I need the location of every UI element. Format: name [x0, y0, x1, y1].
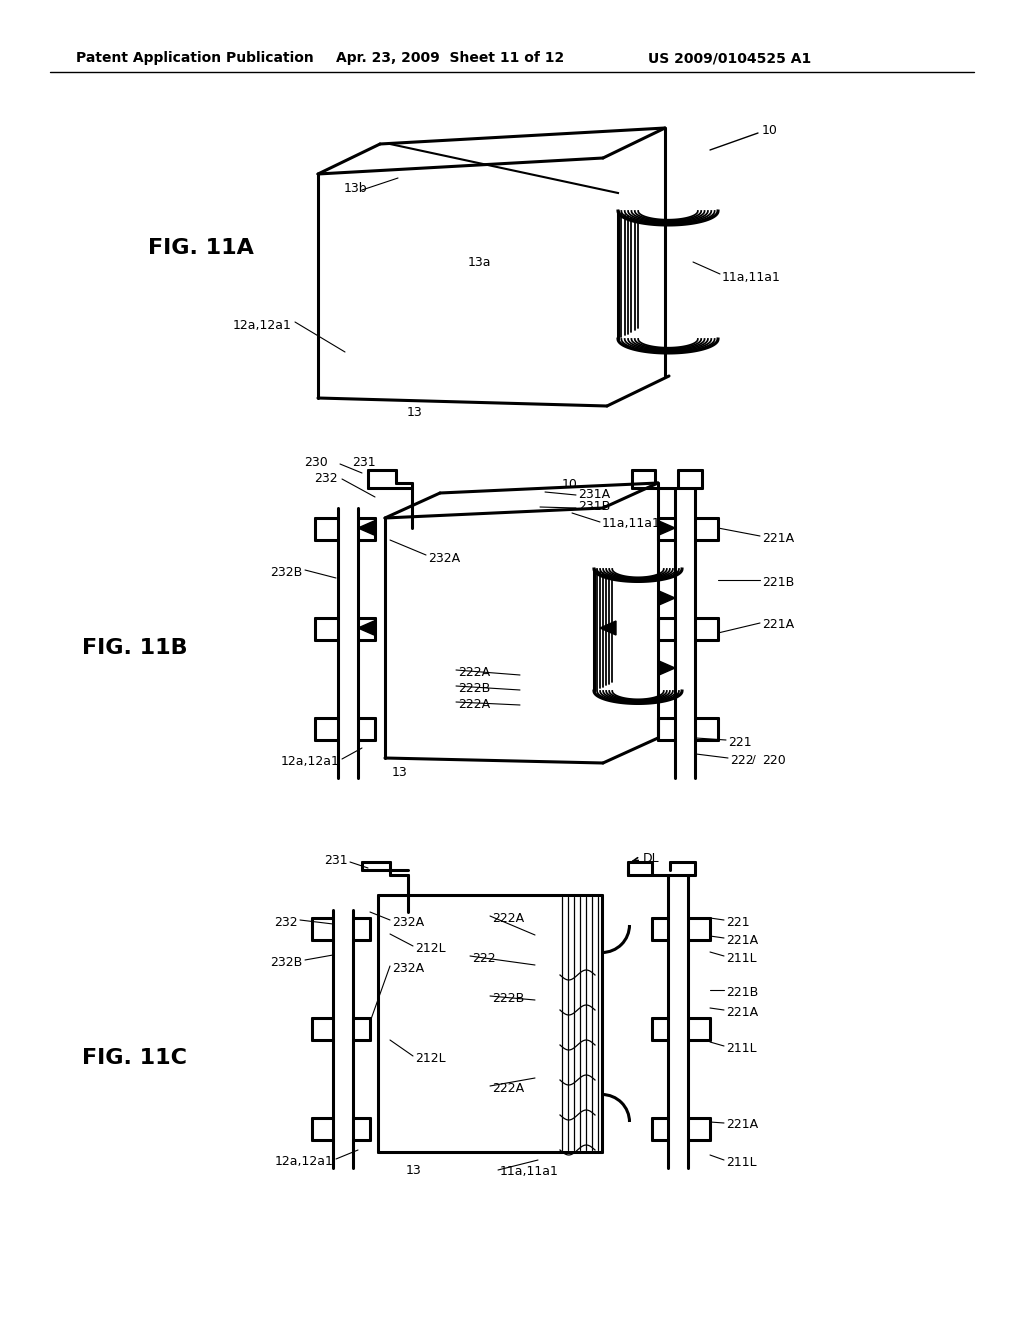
Text: 230: 230 [304, 455, 328, 469]
Text: 222: 222 [730, 754, 754, 767]
Text: 221: 221 [728, 735, 752, 748]
Text: FIG. 11C: FIG. 11C [82, 1048, 187, 1068]
Text: 221B: 221B [762, 576, 795, 589]
Text: 11a,11a1: 11a,11a1 [500, 1166, 559, 1179]
Text: 212L: 212L [415, 1052, 445, 1064]
Text: 211L: 211L [726, 952, 757, 965]
Text: US 2009/0104525 A1: US 2009/0104525 A1 [648, 51, 812, 65]
Text: 10: 10 [762, 124, 778, 136]
Polygon shape [358, 620, 374, 635]
Text: 221A: 221A [726, 1118, 758, 1131]
Text: 12a,12a1: 12a,12a1 [275, 1155, 334, 1168]
Text: 221A: 221A [726, 1006, 758, 1019]
Text: 232B: 232B [269, 956, 302, 969]
Text: FIG. 11B: FIG. 11B [82, 638, 187, 657]
Text: Apr. 23, 2009  Sheet 11 of 12: Apr. 23, 2009 Sheet 11 of 12 [336, 51, 564, 65]
Polygon shape [358, 521, 374, 535]
Polygon shape [659, 591, 675, 605]
Text: 211L: 211L [726, 1155, 757, 1168]
Text: 222B: 222B [458, 681, 490, 694]
Text: 222A: 222A [458, 697, 490, 710]
Text: 232: 232 [314, 471, 338, 484]
Text: FIG. 11A: FIG. 11A [148, 238, 254, 257]
Text: 221B: 221B [726, 986, 758, 998]
Text: 11a,11a1: 11a,11a1 [722, 272, 781, 285]
Text: 222: 222 [472, 952, 496, 965]
Polygon shape [659, 521, 675, 535]
Text: 10: 10 [562, 478, 578, 491]
Text: 13: 13 [406, 1163, 422, 1176]
Text: Patent Application Publication: Patent Application Publication [76, 51, 314, 65]
Text: 222A: 222A [492, 1081, 524, 1094]
Text: 13a: 13a [468, 256, 492, 268]
Text: 13: 13 [392, 766, 408, 779]
Text: 220: 220 [762, 754, 785, 767]
Text: 232B: 232B [269, 565, 302, 578]
Text: 231B: 231B [578, 500, 610, 513]
Text: 12a,12a1: 12a,12a1 [282, 755, 340, 768]
Text: 231: 231 [352, 455, 376, 469]
Text: 232: 232 [274, 916, 298, 928]
Text: 232A: 232A [392, 961, 424, 974]
Polygon shape [600, 620, 616, 635]
Text: 231: 231 [325, 854, 348, 866]
Text: 232A: 232A [428, 552, 460, 565]
Text: 221A: 221A [726, 933, 758, 946]
Polygon shape [659, 661, 675, 675]
Text: 212L: 212L [415, 941, 445, 954]
Text: 231A: 231A [578, 487, 610, 500]
Text: 222A: 222A [458, 665, 490, 678]
Text: 211L: 211L [726, 1041, 757, 1055]
Text: 221A: 221A [762, 532, 795, 544]
Text: 221A: 221A [762, 619, 795, 631]
Text: 222A: 222A [492, 912, 524, 924]
Text: 232A: 232A [392, 916, 424, 928]
Text: /: / [752, 755, 756, 766]
Text: 222B: 222B [492, 991, 524, 1005]
Text: 11a,11a1: 11a,11a1 [602, 517, 660, 531]
Text: 12a,12a1: 12a,12a1 [233, 318, 292, 331]
Text: 13: 13 [408, 405, 423, 418]
Text: 13b: 13b [343, 181, 367, 194]
Text: 221: 221 [726, 916, 750, 928]
Text: DL: DL [643, 851, 659, 865]
